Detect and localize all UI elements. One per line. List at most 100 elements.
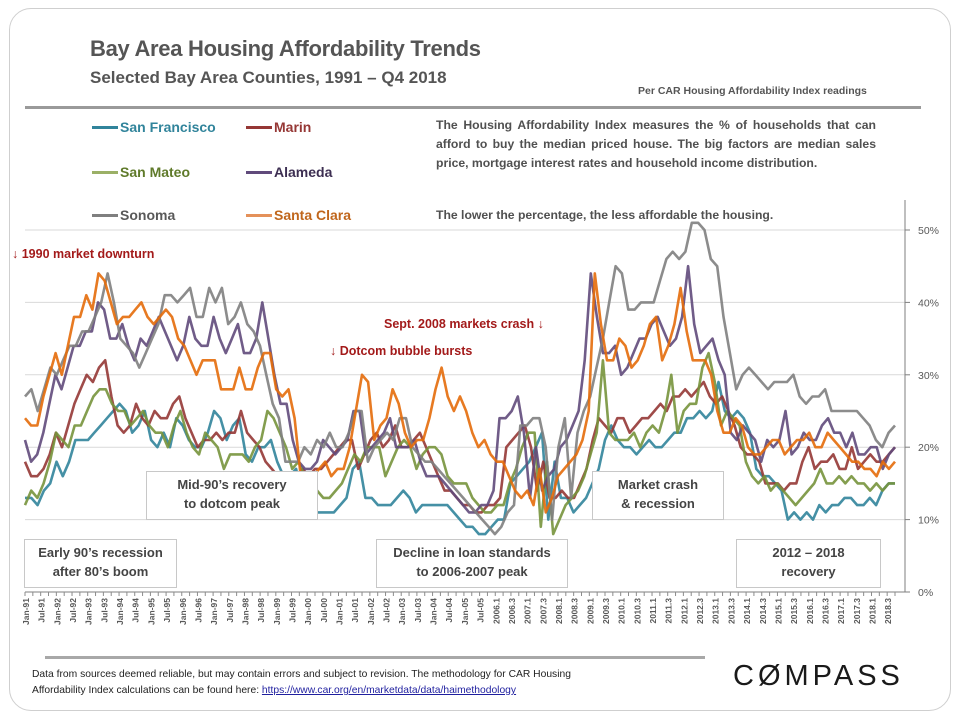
callout-crash: Market crash & recession	[592, 471, 724, 520]
x-tick-label: Jul-04	[444, 598, 454, 623]
x-tick-label: Jan-98	[240, 598, 250, 625]
x-tick-label: Jul-03	[413, 598, 423, 623]
x-tick-label: Jan-01	[335, 598, 345, 625]
y-tick-label: 20%	[918, 442, 939, 454]
x-tick-label: 2012.1	[679, 598, 689, 624]
x-tick-label: Jul-97	[225, 598, 235, 623]
y-tick-label: 10%	[918, 515, 939, 527]
event-label-1990: ↓ 1990 market downturn	[12, 247, 155, 261]
x-tick-label: Jul-01	[350, 598, 360, 623]
x-tick-label: Jan-02	[366, 598, 376, 625]
footnote-line-2: Affordability Index calculations can be …	[32, 683, 571, 699]
x-tick-label: Jul-92	[68, 598, 78, 623]
footnote: Data from sources deemed reliable, but m…	[32, 667, 571, 699]
x-tick-label: Jan-91	[21, 598, 31, 625]
x-tick-label: Jul-02	[382, 598, 392, 623]
x-tick-label: Jul-05	[476, 598, 486, 623]
legend-item-alameda[interactable]: Alameda	[246, 164, 332, 180]
x-tick-label: Jan-00	[303, 598, 313, 625]
y-tick-label: 40%	[918, 297, 939, 309]
series-line-sonoma	[24, 221, 896, 536]
callout-line: after 80’s boom	[52, 564, 149, 579]
y-tick-label: 0%	[918, 587, 933, 599]
slide-frame	[9, 8, 951, 711]
callout-line: Decline in loan standards	[393, 545, 551, 560]
x-tick-label: Jul-00	[319, 598, 329, 623]
x-tick-label: 2015.3	[789, 598, 799, 624]
x-tick-label: Jan-92	[52, 598, 62, 625]
callout-line: Market crash	[617, 477, 699, 492]
description-note: The lower the percentage, the less affor…	[436, 208, 774, 222]
legend-item-marin[interactable]: Marin	[246, 119, 311, 135]
legend-swatch	[92, 170, 118, 174]
x-tick-label: Jan-97	[209, 598, 219, 625]
x-tick-label: Jul-94	[131, 598, 141, 623]
series-line-santa-clara	[24, 272, 896, 514]
callout-line: to dotcom peak	[183, 496, 281, 511]
callout-line: & recession	[621, 496, 695, 511]
x-tick-label: 2013.3	[726, 598, 736, 624]
header-divider	[25, 106, 921, 109]
x-tick-label: Jan-96	[178, 598, 188, 625]
methodology-link[interactable]: https://www.car.org/en/marketdata/data/h…	[261, 685, 517, 696]
x-tick-label: 2007.1	[523, 598, 533, 624]
y-tick-label: 30%	[918, 370, 939, 382]
x-tick-label: 2007.3	[538, 598, 548, 624]
x-tick-label: 2011.3	[664, 598, 674, 624]
legend-swatch	[246, 125, 272, 129]
x-tick-label: Jul-93	[99, 598, 109, 623]
x-tick-label: Jan-03	[397, 598, 407, 625]
callout-line: to 2006-2007 peak	[416, 564, 528, 579]
callout-recovery: 2012 – 2018 recovery	[736, 539, 881, 588]
x-tick-label: 2017.1	[836, 598, 846, 624]
legend-label: Marin	[274, 119, 312, 135]
legend-label: Sonoma	[120, 207, 176, 223]
legend-item-santa-clara[interactable]: Santa Clara	[246, 207, 351, 223]
x-tick-label: 2016.1	[805, 598, 815, 624]
callout-line: recovery	[781, 564, 836, 579]
callout-decline: Decline in loan standards to 2006-2007 p…	[376, 539, 568, 588]
legend-item-san-francisco[interactable]: San Francisco	[92, 119, 216, 135]
x-tick-label: 2015.1	[773, 598, 783, 624]
page-subtitle: Selected Bay Area Counties, 1991 – Q4 20…	[90, 68, 447, 87]
legend-item-sonoma[interactable]: Sonoma	[92, 207, 175, 223]
x-tick-label: Jul-98	[256, 598, 266, 623]
x-tick-label: Jul-91	[37, 598, 47, 623]
source-note: Per CAR Housing Affordability Index read…	[638, 85, 867, 97]
legend-swatch	[246, 170, 272, 174]
x-tick-label: Jul-95	[162, 598, 172, 623]
footer-divider	[45, 656, 705, 659]
x-tick-label: Jan-99	[272, 598, 282, 625]
legend-swatch	[246, 213, 272, 217]
x-tick-label: 2010.3	[632, 598, 642, 624]
x-tick-label: 2010.1	[617, 598, 627, 624]
legend-swatch	[92, 125, 118, 129]
callout-early-90s: Early 90’s recession after 80’s boom	[24, 539, 177, 588]
footnote-text: Affordability Index calculations can be …	[32, 685, 262, 696]
x-tick-label: 2009.1	[585, 598, 595, 624]
x-tick-label: 2018.3	[883, 598, 893, 624]
event-label-dotcom: ↓ Dotcom bubble bursts	[330, 344, 473, 358]
x-tick-label: Jan-95	[146, 598, 156, 625]
callout-line: Early 90’s recession	[38, 545, 163, 560]
legend-item-san-mateo[interactable]: San Mateo	[92, 164, 190, 180]
x-tick-label: Jul-99	[287, 598, 297, 623]
x-tick-label: 2006.3	[507, 598, 517, 624]
x-tick-label: 2013.1	[711, 598, 721, 624]
x-tick-label: 2008.1	[554, 598, 564, 624]
description-paragraph: The Housing Affordability Index measures…	[436, 118, 876, 170]
x-tick-label: Jan-93	[84, 598, 94, 625]
x-tick-label: Jan-05	[460, 598, 470, 625]
event-label-2008-crash: Sept. 2008 markets crash ↓	[384, 317, 544, 331]
x-tick-label: Jul-96	[193, 598, 203, 623]
legend-label: San Mateo	[120, 164, 191, 180]
y-tick-label: 50%	[918, 225, 939, 237]
legend-label: San Francisco	[120, 119, 216, 135]
x-tick-label: 2016.3	[820, 598, 830, 624]
callout-mid-90s: Mid-90’s recovery to dotcom peak	[146, 471, 318, 520]
x-tick-label: 2011.1	[648, 598, 658, 624]
x-tick-label: 2014.3	[758, 598, 768, 624]
x-tick-label: 2018.1	[867, 598, 877, 624]
page-title: Bay Area Housing Affordability Trends	[90, 36, 481, 61]
